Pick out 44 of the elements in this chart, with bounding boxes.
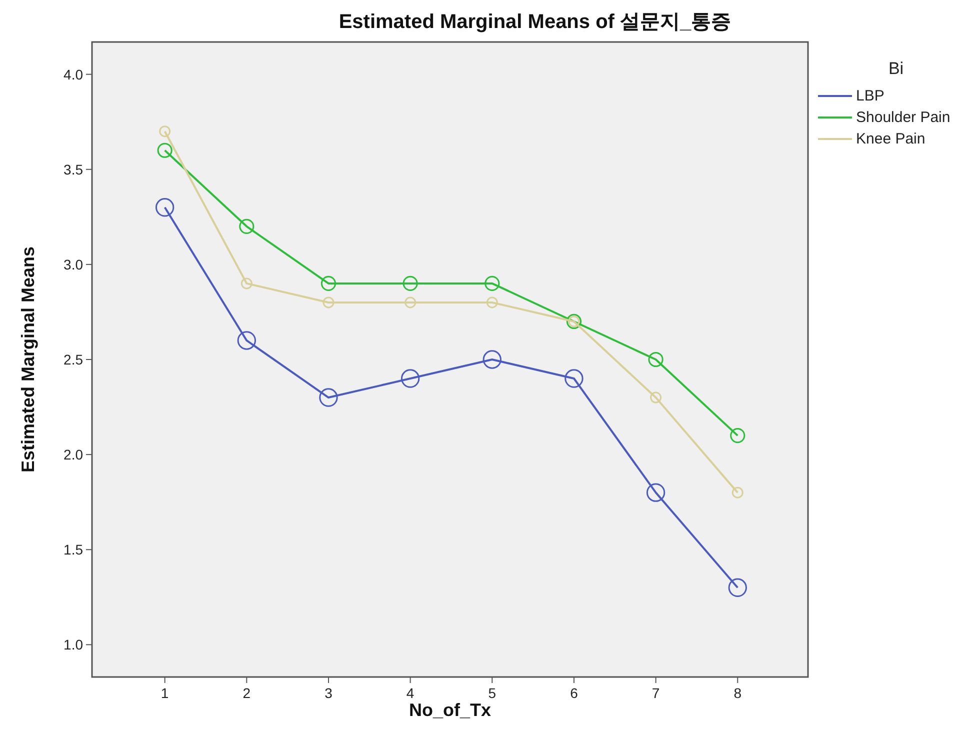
legend-label: LBP [856, 88, 884, 104]
point [400, 369, 420, 388]
point [648, 352, 664, 368]
point [237, 331, 256, 350]
point [650, 392, 662, 404]
y-tick-label: 3.0 [64, 256, 84, 272]
point [320, 276, 336, 291]
point [402, 276, 418, 291]
point [646, 483, 666, 502]
x-tick-label: 1 [160, 685, 169, 701]
chart-title: Estimated Marginal Means of 설문지_통증 [338, 11, 732, 33]
y-tick-label: 4.0 [64, 66, 84, 82]
x-tick-label: 8 [734, 685, 742, 701]
point [322, 296, 334, 308]
point [484, 276, 500, 291]
point [155, 198, 174, 217]
y-tick-label: 1.0 [64, 636, 84, 653]
point [482, 350, 502, 369]
y-tick-label: 3.5 [64, 161, 84, 178]
y-axis-title: Estimated Marginal Means [18, 246, 38, 473]
x-tick-label: 3 [324, 685, 333, 701]
point [730, 428, 746, 444]
point [728, 578, 747, 597]
point [486, 296, 498, 308]
y-tick-label: 2.0 [64, 446, 84, 463]
legend-label: Shoulder Pain [856, 109, 950, 126]
point [404, 296, 416, 308]
y-tick-label: 1.5 [64, 542, 84, 558]
x-tick-label: 4 [406, 685, 414, 701]
point [240, 278, 252, 290]
x-tick-label: 6 [570, 685, 578, 701]
y-tick-label: 2.5 [64, 352, 84, 368]
point [732, 486, 744, 498]
x-axis-title: No_of_Tx [408, 700, 492, 720]
point [157, 142, 172, 158]
point [159, 126, 171, 138]
x-tick-label: 5 [488, 685, 496, 701]
legend-label: Knee Pain [856, 130, 926, 148]
legend-title: Bi [888, 59, 904, 78]
point [239, 218, 254, 234]
x-tick-label: 7 [652, 685, 660, 701]
point [564, 369, 584, 388]
point [319, 388, 338, 407]
x-tick-label: 2 [242, 685, 251, 701]
